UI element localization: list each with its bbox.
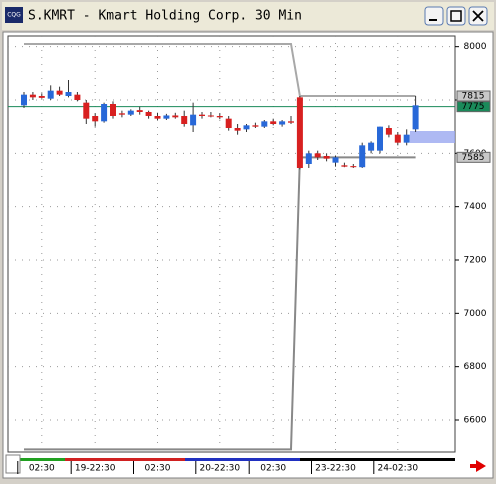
candle-body (216, 116, 223, 118)
candle-body (190, 114, 197, 126)
candle-body (279, 121, 286, 125)
time-bar-session (65, 458, 185, 461)
candle-body (403, 134, 410, 143)
candle-body (385, 128, 392, 135)
price-tag (456, 90, 491, 102)
candle-body (29, 94, 36, 98)
x-tick-label: 02:30 (29, 464, 55, 474)
candle-body (163, 115, 170, 119)
y-tick-label: 7400 (464, 202, 487, 212)
candle-body (101, 104, 108, 122)
title-bar (2, 2, 494, 30)
candle-body (83, 102, 90, 119)
candle-body (332, 157, 339, 163)
price-tag (456, 101, 491, 113)
candle-body (377, 126, 383, 151)
candle-body (288, 121, 294, 123)
candle-body (234, 128, 241, 131)
time-bar-session (20, 458, 65, 461)
app-icon (5, 7, 23, 23)
candle-body (110, 104, 116, 116)
window-title: S.KMRT - Kmart Holding Corp. 30 Min (28, 9, 302, 24)
y-tick-label: 6600 (464, 416, 487, 426)
time-bar-session (185, 458, 300, 461)
plot-frame (7, 35, 456, 453)
price-tag-label: 7815 (462, 92, 485, 102)
x-tick-label: 19-22:30 (75, 464, 116, 474)
candle-body (136, 110, 143, 112)
candle-body (154, 116, 161, 119)
candle-body (172, 115, 179, 118)
candle-body (92, 116, 99, 122)
candle-body (368, 142, 375, 151)
candle-body (127, 110, 134, 115)
candle-body (145, 112, 152, 116)
candle-body (323, 156, 330, 159)
y-tick-label: 8000 (464, 42, 487, 52)
y-tick-label: 7000 (464, 309, 487, 319)
scroll-arrow[interactable] (470, 460, 486, 472)
candle-body (225, 118, 232, 128)
candle-body (74, 94, 81, 100)
x-tick-label: 20-22:30 (199, 464, 240, 474)
candle-body (412, 105, 419, 130)
candle-body (207, 115, 214, 117)
price-tag-label: 7775 (462, 102, 485, 112)
candle-body (341, 165, 348, 167)
candle-body (305, 153, 312, 164)
candle-body (261, 121, 268, 127)
candle-body (38, 96, 45, 98)
candle-body (56, 90, 63, 95)
candle-body (394, 134, 401, 143)
x-tick-label: 02:30 (260, 464, 286, 474)
x-tick-label: 23-22:30 (315, 464, 356, 474)
minimize-button[interactable] (424, 6, 444, 26)
scroll-box[interactable] (5, 454, 21, 474)
candle-body (359, 145, 366, 168)
candle-body (181, 116, 188, 124)
price-tag (456, 151, 491, 163)
y-tick-label: 6800 (464, 362, 487, 372)
candle-body (350, 166, 357, 168)
band-line (24, 156, 416, 451)
close-icon (472, 10, 484, 22)
candle-body (314, 153, 321, 158)
candle-body (47, 90, 54, 99)
candle-body (296, 97, 303, 168)
cursor-highlight (410, 131, 455, 143)
maximize-icon (450, 10, 462, 22)
candle-body (65, 92, 72, 96)
x-tick-label: 02:30 (145, 464, 171, 474)
candle-body (270, 121, 277, 124)
candle-body (21, 94, 27, 106)
candle-body (252, 125, 259, 127)
x-tick-label: 24-02:30 (377, 464, 418, 474)
candle-body (199, 114, 205, 116)
y-tick-label: 7200 (464, 256, 487, 266)
app-icon-text: CQG (7, 12, 21, 19)
maximize-button[interactable] (446, 6, 466, 26)
candle-body (118, 113, 125, 115)
price-tag-label: 7585 (462, 153, 485, 163)
band-line (24, 43, 416, 97)
candle-body (243, 125, 250, 130)
